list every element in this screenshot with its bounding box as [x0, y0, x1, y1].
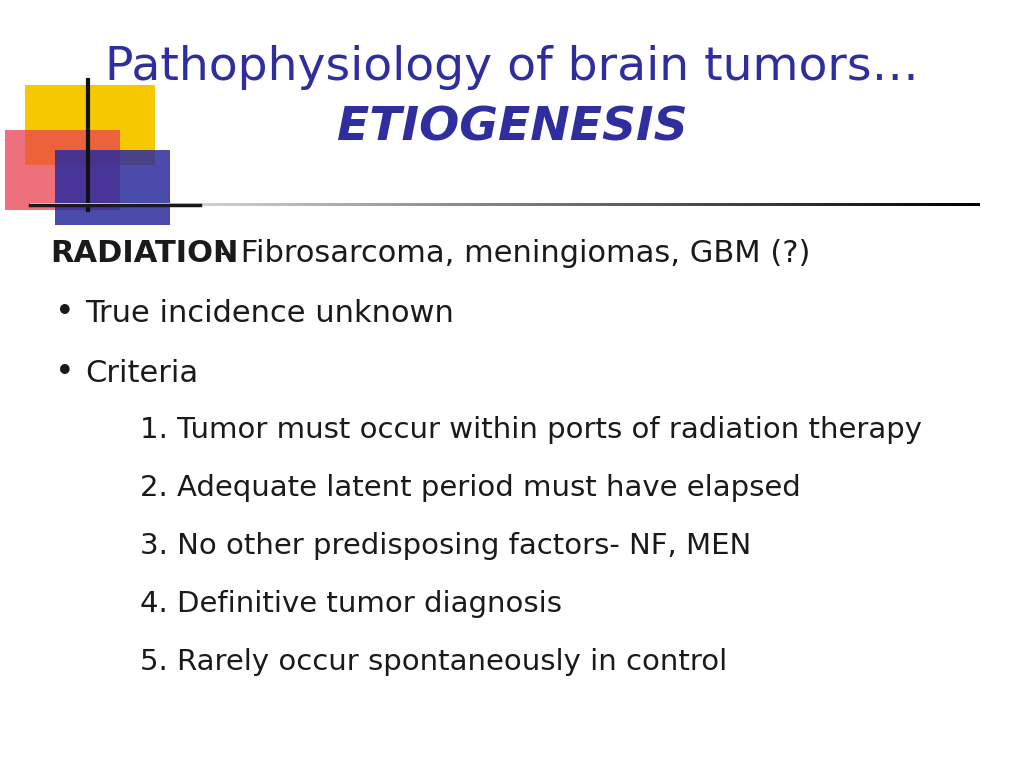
Text: 4. Definitive tumor diagnosis: 4. Definitive tumor diagnosis	[140, 590, 562, 618]
Text: 3. No other predisposing factors- NF, MEN: 3. No other predisposing factors- NF, ME…	[140, 532, 752, 560]
Text: Criteria: Criteria	[85, 359, 198, 388]
Bar	[55, 150, 170, 225]
Text: Pathophysiology of brain tumors…: Pathophysiology of brain tumors…	[105, 45, 919, 91]
Text: True incidence unknown: True incidence unknown	[85, 299, 454, 327]
Text: - Fibrosarcoma, meningiomas, GBM (?): - Fibrosarcoma, meningiomas, GBM (?)	[220, 239, 810, 267]
Text: ETIOGENESIS: ETIOGENESIS	[337, 105, 687, 151]
Text: •: •	[55, 296, 75, 329]
Text: RADIATION: RADIATION	[50, 239, 239, 267]
Text: 1. Tumor must occur within ports of radiation therapy: 1. Tumor must occur within ports of radi…	[140, 416, 922, 444]
Bar	[5, 130, 120, 210]
Text: •: •	[55, 356, 75, 389]
Text: 5. Rarely occur spontaneously in control: 5. Rarely occur spontaneously in control	[140, 648, 727, 676]
Bar	[25, 85, 155, 165]
Text: 2. Adequate latent period must have elapsed: 2. Adequate latent period must have elap…	[140, 474, 801, 502]
